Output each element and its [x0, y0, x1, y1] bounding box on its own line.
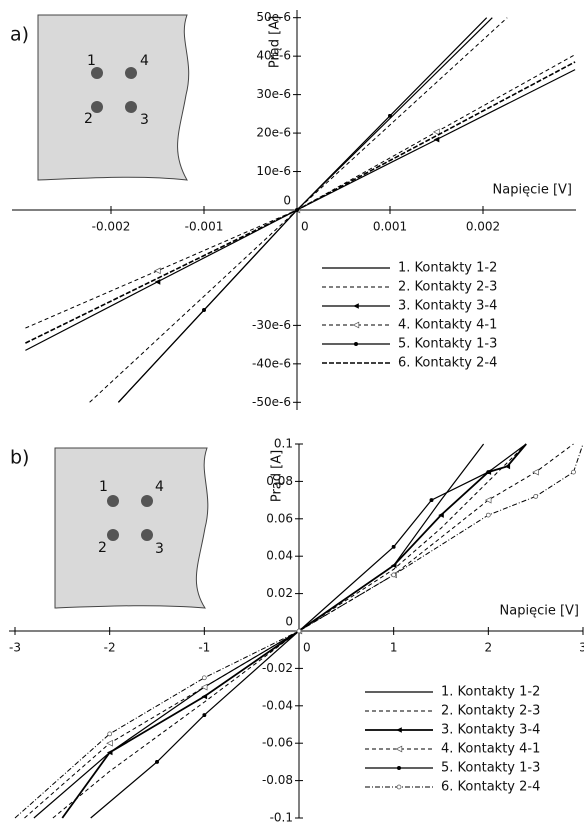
- inset-label: 2: [98, 540, 107, 556]
- legend-label: 6. Kontakty 2-4: [398, 356, 497, 371]
- x-tick-label: 0: [301, 220, 309, 234]
- y-axis-label: Prąd [A]: [268, 16, 283, 68]
- x-tick-label: 2: [485, 641, 493, 655]
- x-tick-label: -2: [104, 641, 116, 655]
- y-tick-label: 20e-6: [256, 126, 291, 140]
- y-tick-label: 30e-6: [256, 87, 291, 101]
- legend-label: 2. Kontakty 2-3: [441, 704, 540, 719]
- x-tick-label: 0: [303, 641, 311, 655]
- y-tick-label: 0.1: [274, 437, 293, 451]
- legend-label: 4. Kontakty 4-1: [441, 742, 540, 757]
- inset-label: 3: [140, 112, 149, 128]
- x-tick-label: -3: [9, 641, 21, 655]
- y-tick-label: 0.02: [266, 586, 293, 600]
- x-tick-label: 1: [390, 641, 398, 655]
- y-tick-label: -0.02: [262, 661, 293, 675]
- y-tick-label: 50e-6: [256, 10, 291, 24]
- legend-label: 2. Kontakty 2-3: [398, 280, 497, 295]
- legend-label: 6. Kontakty 2-4: [441, 780, 540, 795]
- inset-label: 2: [84, 111, 93, 127]
- x-tick-label: 0.002: [466, 220, 500, 234]
- y-tick-label: 40e-6: [256, 49, 291, 63]
- inset-label: 4: [155, 479, 164, 495]
- y-tick-label: 0: [285, 615, 293, 629]
- y-tick-label: 0: [283, 194, 291, 208]
- x-tick-label: -0.002: [92, 220, 131, 234]
- y-tick-label: 0.06: [266, 511, 293, 525]
- y-tick-label: -0.06: [262, 736, 293, 750]
- y-tick-label: -40e-6: [252, 356, 291, 370]
- x-tick-label: -1: [198, 641, 210, 655]
- y-tick-label: 10e-6: [256, 164, 291, 178]
- inset-b: [54, 447, 209, 609]
- series-line: [25, 61, 576, 344]
- inset-label: 3: [155, 541, 164, 557]
- x-tick-label: 3: [579, 641, 584, 655]
- legend-label: 3. Kontakty 3-4: [441, 723, 540, 738]
- y-tick-label: -30e-6: [252, 318, 291, 332]
- legend-label: 1. Kontakty 1-2: [441, 685, 540, 700]
- legend-label: 5. Kontakty 1-3: [398, 337, 497, 352]
- legend-label: 4. Kontakty 4-1: [398, 318, 497, 333]
- panel-label: a): [10, 24, 29, 46]
- x-tick-label: -0.001: [185, 220, 224, 234]
- legend-label: 5. Kontakty 1-3: [441, 761, 540, 776]
- legend-label: 1. Kontakty 1-2: [398, 261, 497, 276]
- panel-label: b): [10, 447, 29, 469]
- y-tick-label: 0.04: [266, 549, 293, 563]
- x-tick-label: 0.001: [373, 220, 407, 234]
- y-tick-label: -0.04: [262, 698, 293, 712]
- y-tick-label: -50e-6: [252, 395, 291, 409]
- inset-label: 1: [99, 479, 108, 495]
- y-tick-label: -0.1: [270, 811, 293, 825]
- x-axis-label: Napięcie [V]: [493, 183, 572, 198]
- y-tick-label: -0.08: [262, 773, 293, 787]
- x-axis-label: Napięcie [V]: [500, 604, 579, 619]
- inset-a: [37, 14, 190, 181]
- inset-label: 1: [87, 53, 96, 69]
- inset-label: 4: [140, 53, 149, 69]
- series-line: [14, 443, 584, 819]
- legend-label: 3. Kontakty 3-4: [398, 299, 497, 314]
- y-axis-label: Prąd [A]: [270, 450, 285, 502]
